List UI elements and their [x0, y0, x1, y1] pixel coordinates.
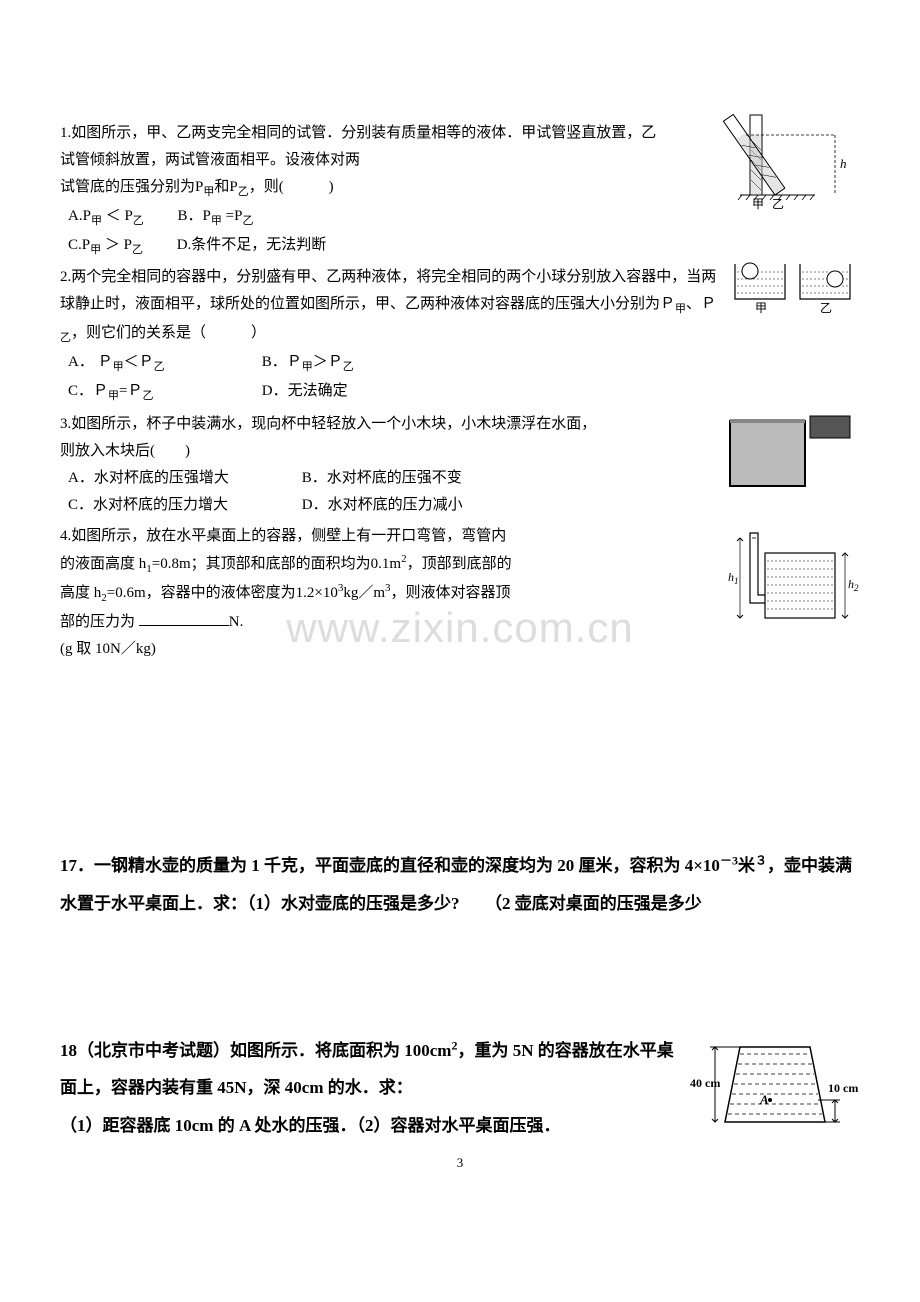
q1-optB: B．P甲 =P乙 — [178, 203, 254, 232]
q3-diagram-svg — [710, 411, 860, 501]
q3-optA: A．水对杯底的压强增大 — [68, 465, 268, 492]
q2-optB: B．Ｐ甲＞Ｐ乙 — [262, 349, 354, 378]
question-17: 17．一钢精水壶的质量为 1 千克，平面壶底的直径和壶的深度均为 20 厘米，容… — [60, 847, 860, 922]
question-4: h1 h2 4.如图所示，放在水平桌面上的容器，侧壁上有一开口弯管，弯管内的液面… — [60, 523, 860, 664]
q3-optC: C．水对杯底的压力增大 — [68, 492, 268, 519]
q1-text2-pre: 试管底的压强分别为P — [60, 179, 203, 195]
svg-text:甲: 甲 — [752, 197, 764, 210]
svg-text:h1: h1 — [728, 570, 739, 586]
q3-optB: B．水对杯底的压强不变 — [302, 465, 462, 492]
svg-text:10 cm: 10 cm — [828, 1081, 858, 1095]
q1-figure: h 甲 乙 — [680, 110, 860, 210]
q2-optA: A． Ｐ甲＜Ｐ乙 — [68, 349, 228, 378]
q2-diagram-svg: 甲 乙 — [730, 254, 860, 314]
q18-num: 18 — [60, 1041, 77, 1060]
svg-text:甲: 甲 — [755, 301, 767, 314]
q2-optC: C．Ｐ甲=Ｐ乙 — [68, 378, 228, 407]
q1-optA: A.P甲 ＜ P乙 — [68, 203, 144, 232]
question-1: h 甲 乙 1.如图所示，甲、乙两支完全相同的试管．分别装有质量相等的液体．甲试… — [60, 120, 860, 260]
q3-figure — [710, 411, 860, 501]
q4-blank — [139, 610, 229, 626]
question-2: 甲 乙 2.两个完全相同的容器中，分别盛有甲、乙两种液体，将完全相同的两个小球分… — [60, 264, 860, 406]
q18-figure: A 40 cm 10 cm — [690, 1032, 860, 1142]
q3-text: 3.如图所示，杯子中装满水，现向杯中轻轻放入一个小木块，小木块漂浮在水面， — [60, 416, 596, 432]
q4-diagram-svg: h1 h2 — [710, 523, 860, 633]
q2-options: A． Ｐ甲＜Ｐ乙 B．Ｐ甲＞Ｐ乙 C．Ｐ甲=Ｐ乙 D．无法确定 — [68, 349, 860, 407]
q17-num: 17． — [60, 856, 94, 875]
q4-g: (g 取 10N／kg) — [60, 641, 156, 657]
q2-optD: D．无法确定 — [262, 378, 348, 405]
svg-text:乙: 乙 — [772, 197, 784, 210]
q1-optD: D.条件不足，无法判断 — [177, 232, 327, 259]
svg-text:40 cm: 40 cm — [690, 1076, 720, 1090]
svg-text:h2: h2 — [848, 577, 859, 593]
q1-options: A.P甲 ＜ P乙 B．P甲 =P乙 C.P甲 ＞ P乙 D.条件不足，无法判断 — [68, 203, 860, 261]
q1-diagram-svg: h 甲 乙 — [680, 110, 860, 210]
q2-figure: 甲 乙 — [730, 254, 860, 314]
question-3: 3.如图所示，杯子中装满水，现向杯中轻轻放入一个小木块，小木块漂浮在水面， 则放… — [60, 411, 860, 519]
question-18: A 40 cm 10 cm 18（北京市中考试题）如图所示．将底面积为 100c… — [60, 1032, 860, 1144]
svg-text:A: A — [759, 1092, 769, 1107]
svg-text:乙: 乙 — [820, 301, 832, 314]
q1-optC: C.P甲 ＞ P乙 — [68, 232, 143, 261]
q3-text2: 则放入木块后( ) — [60, 443, 190, 459]
page-number: 3 — [457, 1151, 464, 1174]
q4-figure: h1 h2 — [710, 523, 860, 633]
q3-optD: D．水对杯底的压力减小 — [302, 492, 463, 519]
q2-text: 2.两个完全相同的容器中，分别盛有甲、乙两种液体，将完全相同的两个小球分别放入容… — [60, 269, 716, 312]
q1-text: 1.如图所示，甲、乙两支完全相同的试管．分别装有质量相等的液体．甲试管竖直放置，… — [60, 125, 656, 168]
svg-text:h: h — [840, 156, 847, 171]
q18-diagram-svg: A 40 cm 10 cm — [690, 1032, 860, 1142]
